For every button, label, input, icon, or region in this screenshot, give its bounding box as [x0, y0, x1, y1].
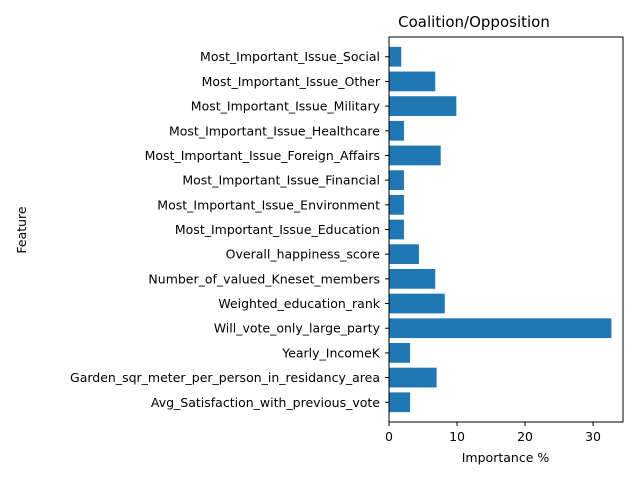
x-tick-label: 0: [385, 429, 393, 444]
y-axis-title: Feature: [14, 206, 29, 254]
bar-13: [389, 71, 436, 92]
bar-12: [389, 96, 457, 116]
y-tick-label: Most_Important_Issue_Education: [175, 222, 380, 237]
y-tick-label: Most_Important_Issue_Environment: [157, 197, 380, 212]
y-tick-label: Most_Important_Issue_Social: [200, 49, 380, 64]
bars-group: [389, 46, 612, 413]
y-tick-label: Overall_happiness_score: [226, 247, 381, 262]
bar-5: [389, 268, 436, 289]
y-tick-label: Weighted_education_rank: [218, 296, 380, 311]
bar-14: [389, 46, 402, 67]
y-tick-label: Garden_sqr_meter_per_person_in_residancy…: [70, 370, 380, 385]
y-tick-label: Most_Important_Issue_Other: [202, 74, 381, 89]
bar-10: [389, 145, 441, 166]
y-tick-label: Avg_Satisfaction_with_previous_vote: [151, 395, 380, 410]
y-tick-label: Most_Important_Issue_Foreign_Affairs: [145, 148, 380, 163]
y-tick-label: Number_of_valued_Kneset_members: [148, 271, 380, 286]
bar-11: [389, 120, 404, 141]
x-tick-label: 20: [517, 429, 533, 444]
bar-3: [389, 318, 612, 339]
bar-4: [389, 293, 445, 314]
bar-6: [389, 244, 419, 265]
y-tick-label: Will_vote_only_large_party: [214, 321, 381, 336]
y-tick-label: Yearly_IncomeK: [281, 345, 381, 360]
y-tick-label: Most_Important_Issue_Military: [191, 99, 381, 114]
y-tick-label: Most_Important_Issue_Financial: [182, 173, 380, 188]
bar-1: [389, 367, 437, 388]
x-tick-label: 10: [449, 429, 465, 444]
y-tick-label: Most_Important_Issue_Healthcare: [169, 123, 380, 138]
bar-9: [389, 170, 404, 191]
axes-frame: [388, 36, 624, 423]
plot-frame: [388, 36, 624, 423]
y-tick-labels: Avg_Satisfaction_with_previous_vote Garde…: [70, 49, 389, 410]
bar-0: [389, 392, 411, 413]
chart-title: Coalition/Opposition: [398, 13, 550, 31]
x-tick-label: 30: [585, 429, 601, 444]
bar-7: [389, 219, 404, 240]
bar-2: [389, 343, 411, 363]
x-ticks: 0 10 20 30: [385, 422, 601, 444]
bar-8: [389, 194, 404, 215]
x-axis-title: Importance %: [462, 450, 550, 465]
